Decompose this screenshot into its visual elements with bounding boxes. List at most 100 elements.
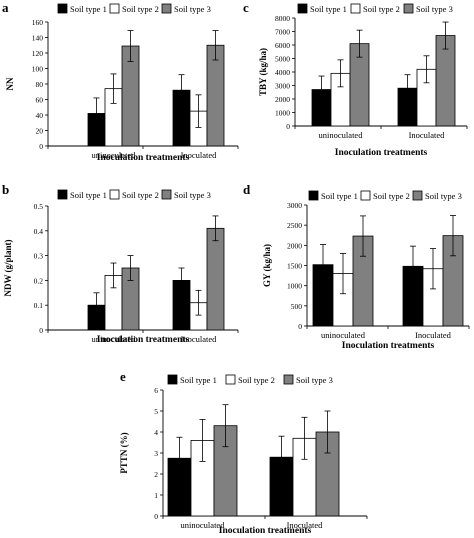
y-tick-label: 1000 [287,282,302,291]
y-axis-title: PTTN (%) [119,432,129,473]
legend-label: Soil type 3 [425,191,462,201]
error-bar [360,215,366,257]
x-tick-label: Inoculated [181,150,218,160]
y-tick-label: 40 [36,111,44,120]
y-tick-label: 20 [36,127,44,136]
error-bar [178,74,185,107]
x-axis-title: Inoculation treatments [335,148,428,158]
y-tick-label: 5 [154,407,158,416]
y-tick-label: 2000 [275,95,290,104]
panel-label: b [2,182,9,197]
y-tick-label: 5000 [275,55,290,64]
error-bar [93,97,100,130]
legend-swatch [167,374,178,385]
y-tick-label: 7000 [275,28,290,37]
legend-label: Soil type 1 [180,375,217,385]
chart-panel-a: a Soil type 1 Soil type 2 Soil type 3 0 20 40 6… [2,0,239,163]
legend-swatch [283,374,294,385]
legend-swatch [350,3,361,14]
legend-label: Soil type 3 [174,190,211,200]
legend: Soil type 1 Soil type 2 Soil type 3 [297,3,453,14]
legend-label: Soil type 2 [373,191,410,201]
error-bar [93,292,100,319]
error-bar [127,30,134,62]
x-tick-label: Inoculated [181,334,218,344]
y-tick-label: 3000 [275,82,290,91]
chart-panel-e: e Soil type 1 Soil type 2 Soil type 3 0 1 2 3 4 5… [119,369,368,536]
legend-label: Soil type 3 [416,4,453,14]
x-axis-title: Inoculation treatments [342,341,435,351]
error-bar [320,244,326,286]
legend-swatch [412,190,423,201]
error-bar [110,262,117,289]
y-tick-label: 0 [39,142,43,151]
error-bar [324,410,331,454]
y-tick-label: 0.2 [34,276,44,285]
error-bar [410,245,416,287]
legend: Soil type 1 Soil type 2 Soil type 3 [57,189,211,200]
error-bar [450,215,456,257]
legend-swatch [308,190,319,201]
error-bar [430,248,436,290]
y-tick-label: 3000 [287,201,302,210]
y-tick-label: 0.3 [34,252,44,261]
legend-label: Soil type 2 [363,4,400,14]
error-bar [195,289,202,316]
legend-swatch [109,189,120,200]
y-axis-title: NDW (g/plant) [3,239,13,296]
error-bar [212,30,219,61]
legend-swatch [297,3,308,14]
error-bar [337,59,344,88]
y-tick-label: 160 [32,18,44,27]
error-bar [176,436,183,480]
y-tick-label: 6000 [275,41,290,50]
legend: Soil type 1 Soil type 2 Soil type 3 [167,374,333,385]
error-bar [318,75,325,104]
y-tick-label: 0.5 [34,202,44,211]
panel-label: d [243,182,251,197]
y-axis-title: GY (kg/ha) [262,244,272,287]
y-tick-label: 0 [154,512,158,521]
y-axis-title: NN [5,77,15,90]
y-tick-label: 100 [32,65,44,74]
chart-panel-c: c Soil type 1 Soil type 2 Soil type 3 0 1000 2… [243,0,468,158]
legend: Soil type 1 Soil type 2 Soil type 3 [57,3,211,14]
y-tick-label: 3 [154,449,158,458]
error-bar [442,21,449,50]
legend-label: Soil type 1 [70,4,107,14]
error-bar [199,418,206,462]
y-tick-label: 140 [32,34,44,43]
y-tick-label: 4000 [275,68,290,77]
x-tick-label: uninoculated [92,334,137,344]
y-tick-label: 4 [154,428,158,437]
x-tick-label: uninoculated [181,520,226,530]
y-tick-label: 0 [39,326,43,335]
error-bar [278,435,285,479]
bar-b-1-2 [206,227,225,331]
legend-swatch [57,189,68,200]
panel-label: c [243,0,249,15]
y-tick-label: 1 [154,491,158,500]
y-tick-label: 0 [286,122,290,131]
panel-label: a [2,0,9,15]
error-bar [423,55,430,84]
y-tick-label: 2000 [287,241,302,250]
y-tick-label: 0.4 [34,227,44,236]
legend-label: Soil type 2 [238,375,275,385]
x-tick-label: uninoculated [319,130,364,140]
legend-label: Soil type 1 [70,190,107,200]
legend-swatch [57,3,68,14]
y-tick-label: 120 [32,49,44,58]
x-axis-title: Inoculation treatments [97,153,190,163]
y-tick-label: 2500 [287,221,302,230]
y-tick-label: 6 [154,386,158,395]
x-axis-title: Inoculation treatments [219,526,312,536]
y-tick-label: 500 [291,302,303,311]
error-bar [110,73,117,104]
error-bar [340,252,346,295]
legend-label: Soil type 2 [122,190,159,200]
chart-panel-d: d Soil type 1 Soil type 2 Soil type 3 0 500 10… [243,182,470,351]
error-bar [178,267,185,294]
y-tick-label: 1500 [287,262,302,271]
chart-panel-b: b Soil type 1 Soil type 2 Soil type 3 0 0.1 0.… [2,182,239,345]
